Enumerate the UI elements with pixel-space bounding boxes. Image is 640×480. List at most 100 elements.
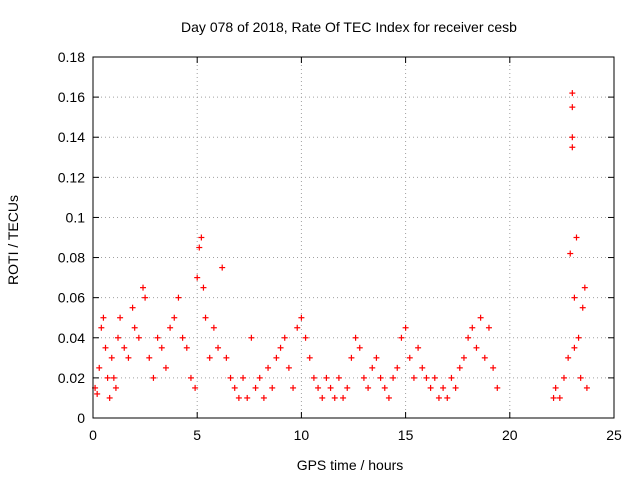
data-point [187, 374, 194, 381]
data-point [198, 234, 205, 241]
y-tick-label: 0.02 [58, 370, 85, 386]
data-point [260, 394, 267, 401]
data-point [356, 344, 363, 351]
data-point [569, 104, 576, 111]
data-point [248, 334, 255, 341]
data-point [340, 394, 347, 401]
data-point [235, 394, 242, 401]
data-point [552, 384, 559, 391]
data-point [154, 334, 161, 341]
data-point [440, 384, 447, 391]
data-point [469, 324, 476, 331]
data-point [444, 394, 451, 401]
y-tick-label: 0.08 [58, 250, 85, 266]
data-point [125, 354, 132, 361]
data-point [456, 364, 463, 371]
data-point [406, 354, 413, 361]
data-point [415, 344, 422, 351]
data-point [129, 304, 136, 311]
data-point [556, 394, 563, 401]
data-point [200, 284, 207, 291]
plot-frame [92, 56, 615, 419]
y-axis-ticks: 0 0.02 0.04 0.06 0.08 0.1 0.12 0.14 0.16 0.18 [58, 49, 614, 426]
data-point [369, 364, 376, 371]
x-tick-label: 0 [89, 427, 97, 443]
data-point [575, 334, 582, 341]
data-point [162, 364, 169, 371]
data-point [494, 384, 501, 391]
data-point [310, 374, 317, 381]
data-point [419, 364, 426, 371]
data-point [394, 364, 401, 371]
data-point [465, 334, 472, 341]
data-point [252, 384, 259, 391]
data-point [265, 364, 272, 371]
data-point [344, 384, 351, 391]
data-point [98, 324, 105, 331]
data-point [385, 394, 392, 401]
data-point [158, 344, 165, 351]
data-point [490, 364, 497, 371]
data-point [277, 344, 284, 351]
data-point [431, 374, 438, 381]
data-point [135, 334, 142, 341]
data-point [319, 394, 326, 401]
data-point [352, 334, 359, 341]
y-tick-label: 0.18 [58, 49, 85, 65]
data-point [577, 374, 584, 381]
x-axis-ticks: 0 5 10 15 20 25 [89, 57, 622, 443]
data-point [269, 384, 276, 391]
x-tick-label: 25 [606, 427, 622, 443]
data-point [231, 384, 238, 391]
data-point [448, 374, 455, 381]
chart-title: Day 078 of 2018, Rate Of TEC Index for r… [181, 19, 517, 35]
data-point [96, 364, 103, 371]
data-point [102, 344, 109, 351]
data-point [567, 250, 574, 257]
data-point [194, 274, 201, 281]
data-point [206, 354, 213, 361]
data-point [377, 374, 384, 381]
data-point [360, 374, 367, 381]
data-point [256, 374, 263, 381]
data-point [115, 334, 122, 341]
data-point [460, 354, 467, 361]
data-point [579, 304, 586, 311]
data-point [179, 334, 186, 341]
y-tick-label: 0.16 [58, 89, 85, 105]
data-point [381, 384, 388, 391]
data-point [302, 334, 309, 341]
data-point [150, 374, 157, 381]
data-point [569, 134, 576, 141]
x-tick-label: 5 [193, 427, 201, 443]
data-point [315, 384, 322, 391]
data-point [560, 374, 567, 381]
data-point [175, 294, 182, 301]
data-points [92, 90, 590, 401]
data-point [569, 90, 576, 97]
data-point [571, 344, 578, 351]
data-point [94, 390, 101, 397]
data-point [290, 384, 297, 391]
data-point [244, 394, 251, 401]
data-point [390, 374, 397, 381]
y-tick-label: 0.14 [58, 129, 85, 145]
data-point [219, 264, 226, 271]
data-point [435, 394, 442, 401]
data-point [202, 314, 209, 321]
data-point [273, 354, 280, 361]
data-point [485, 324, 492, 331]
data-point [452, 384, 459, 391]
data-point [100, 314, 107, 321]
y-tick-label: 0 [77, 410, 85, 426]
data-point [473, 344, 480, 351]
data-point [565, 354, 572, 361]
data-point [223, 354, 230, 361]
data-point [142, 294, 149, 301]
x-axis-title: GPS time / hours [297, 457, 404, 473]
data-point [121, 344, 128, 351]
data-point [569, 144, 576, 151]
data-point [423, 374, 430, 381]
